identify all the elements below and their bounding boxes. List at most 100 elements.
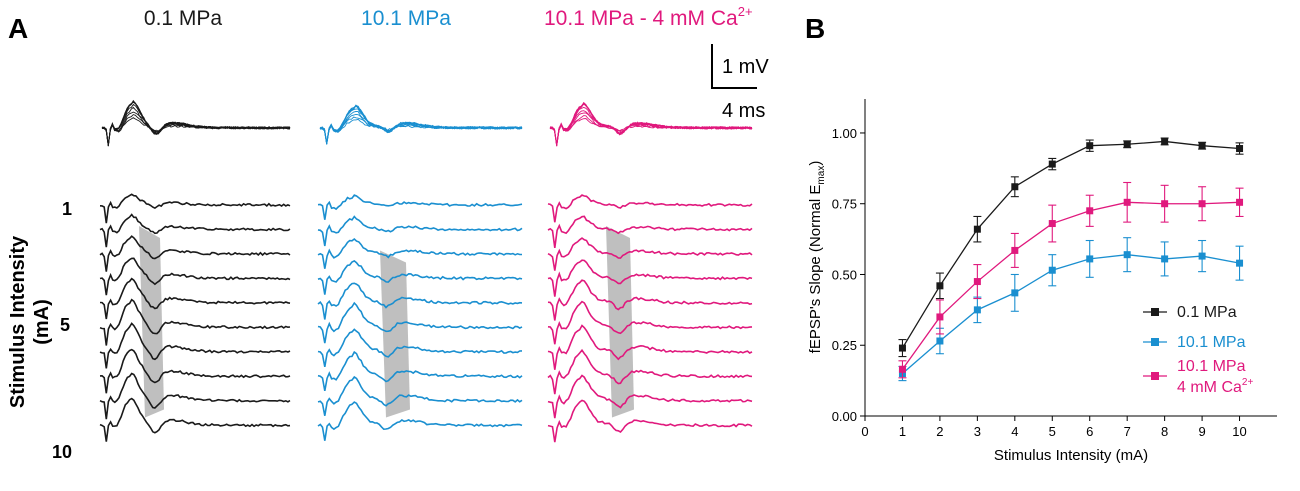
- scale-bar: 1 mV 4 ms: [711, 44, 769, 122]
- data-point: [1198, 200, 1206, 208]
- data-point: [1011, 183, 1019, 191]
- legend-label-ca-line2: 4 mM Ca2+: [1177, 377, 1253, 396]
- traces-hp: [317, 104, 523, 441]
- stacked-trace-row-1: [547, 194, 753, 223]
- data-point: [1086, 255, 1094, 263]
- x-tick-label: 9: [1198, 424, 1205, 439]
- x-axis-title: Stimulus Intensity (mA): [994, 447, 1148, 464]
- row-label-5: 5: [60, 315, 70, 335]
- data-point: [936, 282, 944, 290]
- stacked-trace-row-1: [99, 193, 291, 224]
- stacked-trace-row-9: [99, 372, 291, 420]
- x-tick-label: 8: [1161, 424, 1168, 439]
- legend-label-ctrl: 0.1 MPa: [1177, 304, 1237, 321]
- data-point: [1123, 140, 1131, 148]
- data-point: [1086, 142, 1094, 150]
- data-point: [1011, 246, 1019, 254]
- condition-title-ctrl: 0.1 MPa: [144, 7, 223, 30]
- slope-chart: 0 1 2 3 4 5 6 7 8 9 10 0.00 0.25 0.50 0.75 1.00 Stimul…: [807, 99, 1277, 464]
- series-line: [902, 254, 1240, 375]
- overlay-trace: [319, 105, 523, 144]
- stacked-trace-row-3: [317, 237, 522, 269]
- data-point: [973, 306, 981, 314]
- legend-label-ca-line1: 10.1 MPa: [1177, 358, 1246, 375]
- data-point: [1048, 266, 1056, 274]
- row-label-10: 10: [52, 442, 72, 462]
- condition-title-ca-superscript: 2+: [738, 4, 753, 19]
- stacked-trace-row-1: [317, 194, 523, 220]
- population-spike-shading: [606, 226, 634, 418]
- data-point: [1161, 137, 1169, 145]
- data-point: [936, 337, 944, 345]
- overlay-trace: [549, 103, 753, 146]
- x-ticks: 0 1 2 3 4 5 6 7 8 9 10: [861, 416, 1247, 439]
- y-tick-label: 0.50: [832, 267, 857, 282]
- y-axis-title-sub: max: [816, 166, 827, 185]
- data-point: [1086, 207, 1094, 215]
- scale-bar-time: 4 ms: [722, 100, 765, 122]
- data-point: [1236, 198, 1244, 206]
- y-tick-label: 1.00: [832, 126, 857, 141]
- stacked-trace-row-4: [99, 257, 291, 296]
- x-tick-label: 1: [899, 424, 906, 439]
- overlay-trace: [101, 99, 291, 145]
- overlay-trace: [101, 101, 291, 146]
- series-line: [901, 201, 1240, 370]
- x-tick-label: 2: [936, 424, 943, 439]
- data-point: [973, 225, 981, 233]
- stacked-trace-row-4: [547, 259, 753, 297]
- stacked-trace-row-7: [317, 328, 523, 368]
- stacked-trace-row-6: [547, 300, 753, 345]
- stacked-trace-row-3: [547, 237, 753, 271]
- x-tick-label: 7: [1124, 424, 1131, 439]
- stacked-trace-row-5: [317, 282, 523, 320]
- legend-label-ca-sup: 2+: [1242, 377, 1254, 388]
- legend-label-ca-line2-text: 4 mM Ca: [1177, 379, 1242, 396]
- stacked-trace-row-10: [547, 399, 753, 443]
- overlay-trace: [319, 118, 523, 145]
- stacked-trace-row-9: [317, 375, 523, 416]
- legend-entry-hp: 10.1 MPa: [1143, 334, 1246, 351]
- data-point: [1048, 220, 1056, 228]
- legend-entry-ctrl: 0.1 MPa: [1143, 304, 1237, 321]
- data-point: [1198, 142, 1206, 150]
- y-axis-title-main: fEPSP's Slope (Normal E: [807, 185, 824, 354]
- panel-a-y-title: Stimulus Intensity (mA): [7, 235, 53, 408]
- scale-bar-voltage: 1 mV: [722, 56, 769, 78]
- series-0: [898, 137, 1244, 358]
- stacked-trace-row-3: [99, 235, 291, 272]
- condition-title-ca: 10.1 MPa - 4 mM Ca2+: [544, 4, 753, 30]
- stacked-trace-row-5: [99, 277, 291, 320]
- y-tick-label: 0.75: [832, 197, 857, 212]
- stacked-trace-row-2: [317, 215, 523, 247]
- stacked-trace-row-10: [317, 401, 523, 441]
- data-point: [1161, 200, 1169, 208]
- stacked-trace-row-7: [99, 322, 291, 369]
- data-point: [898, 365, 906, 373]
- data-point: [1011, 289, 1019, 297]
- legend: 0.1 MPa 10.1 MPa 10.1 MPa 4 mM Ca2+: [1143, 304, 1253, 396]
- overlay-trace: [319, 105, 523, 143]
- x-tick-label: 4: [1011, 424, 1018, 439]
- stacked-trace-row-2: [99, 213, 291, 248]
- stacked-trace-row-4: [317, 259, 523, 295]
- row-label-1: 1: [62, 199, 72, 219]
- panel-a-y-title-line1: Stimulus Intensity: [7, 235, 29, 408]
- series-line: [901, 140, 1240, 349]
- data-point: [1048, 160, 1056, 168]
- overlay-trace: [101, 101, 291, 147]
- data-point: [936, 313, 944, 321]
- condition-title-hp: 10.1 MPa: [361, 7, 451, 30]
- panel-b-label: B: [805, 13, 825, 44]
- stacked-trace-row-8: [99, 348, 291, 394]
- y-axis-title-end: ): [807, 161, 824, 166]
- series-2: [898, 181, 1244, 379]
- series-layer: [898, 137, 1244, 382]
- data-point: [898, 344, 906, 352]
- x-tick-label: 10: [1232, 424, 1246, 439]
- overlay-trace: [319, 116, 523, 144]
- traces-ca: [547, 101, 753, 443]
- data-point: [1236, 259, 1244, 267]
- x-tick-label: 3: [974, 424, 981, 439]
- traces-ctrl: [99, 99, 291, 442]
